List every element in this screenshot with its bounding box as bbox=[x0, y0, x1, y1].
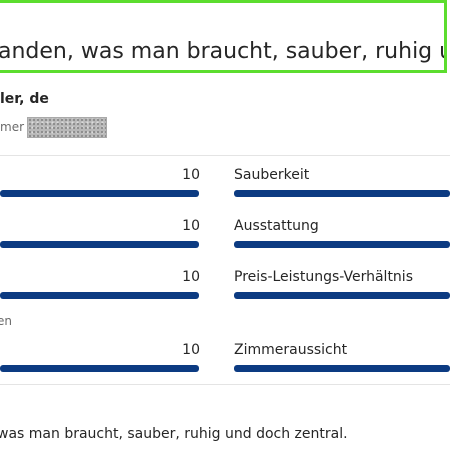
score-value: 10 bbox=[182, 269, 200, 285]
review-headline-box: anden, was man braucht, sauber, ruhig un… bbox=[0, 0, 447, 73]
score-bar bbox=[0, 241, 199, 248]
reviewer-meta: mer bbox=[0, 117, 108, 138]
scores-panel bbox=[0, 155, 450, 385]
score-bar bbox=[234, 190, 450, 197]
score-value: 10 bbox=[182, 167, 200, 183]
score-label-sauberkeit: Sauberkeit bbox=[234, 167, 310, 183]
reviewer-name: ler, de bbox=[0, 91, 49, 107]
score-value: 10 bbox=[182, 342, 200, 358]
score-label-preis-leistung: Preis-Leistungs-Verhältnis bbox=[234, 269, 413, 285]
score-bar bbox=[0, 292, 199, 299]
score-value: 10 bbox=[182, 218, 200, 234]
redacted-image bbox=[27, 117, 108, 138]
score-bar bbox=[0, 365, 199, 372]
score-bar bbox=[234, 292, 450, 299]
reviewer-meta-text: mer bbox=[0, 120, 25, 134]
score-bar bbox=[234, 365, 450, 372]
score-bar bbox=[234, 241, 450, 248]
score-label-ausstattung: Ausstattung bbox=[234, 218, 319, 234]
review-headline: anden, was man braucht, sauber, ruhig un… bbox=[0, 39, 444, 64]
score-section-label: en bbox=[0, 314, 12, 328]
review-body-text: was man braucht, sauber, ruhig und doch … bbox=[0, 426, 348, 442]
score-label-zimmeraussicht: Zimmeraussicht bbox=[234, 342, 348, 358]
score-bar bbox=[0, 190, 199, 197]
